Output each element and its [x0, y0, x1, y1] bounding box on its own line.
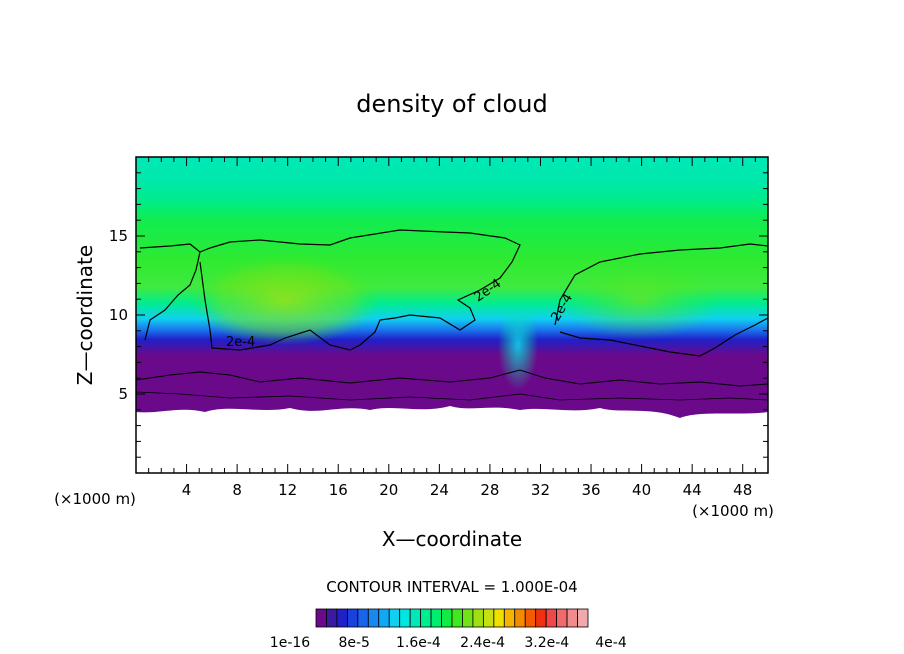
x-tick-label: 28 [480, 481, 499, 499]
colorbar-label: 3.2e-4 [524, 635, 569, 651]
colorbar-swatch [378, 608, 390, 628]
colorbar-swatch [409, 608, 422, 628]
colorbar-label: 1e-16 [270, 635, 310, 651]
x-tick-label: 32 [531, 481, 550, 499]
colorbar-label: 1.6e-4 [396, 635, 441, 651]
colorbar-swatch [545, 608, 558, 628]
colorbar-swatch [556, 608, 568, 628]
contour-label-left: 2e-4 [226, 335, 255, 350]
contour-line-cloud-base-lower [136, 391, 768, 401]
x-tick-label: 36 [581, 481, 600, 499]
x-tick-label: 44 [683, 481, 702, 499]
y-tick-label: 10 [109, 306, 128, 324]
colorbar-swatch [493, 608, 505, 628]
cloud-density-field [136, 157, 768, 418]
colorbar-label: 2.4e-4 [460, 635, 505, 651]
colorbar-swatch [357, 608, 369, 628]
colorbar-swatch [315, 608, 327, 628]
colorbar-swatch [524, 608, 537, 628]
colorbar-label: 8e-5 [338, 635, 369, 651]
x-unit-left: (×1000 m) [54, 490, 136, 508]
colorbar-swatch [336, 608, 348, 628]
contour-line-cloud-base [136, 369, 768, 387]
x-axis-ticks: 4 8 12 16 20 24 28 32 36 40 44 48 [148, 157, 756, 499]
colorbar-swatch [451, 608, 463, 628]
x-tick-label: 4 [182, 481, 192, 499]
x-tick-label: 8 [232, 481, 242, 499]
colorbar-swatch [441, 608, 453, 628]
colorbar-swatch [482, 608, 495, 628]
colorbar-swatch [503, 608, 516, 628]
colorbar-swatch [346, 608, 359, 628]
colorbar [315, 608, 589, 628]
colorbar-swatch [566, 608, 578, 628]
updraft-column [498, 300, 538, 390]
colorbar-swatch [388, 608, 401, 628]
colorbar-labels: 1e-16 8e-5 1.6e-4 2.4e-4 3.2e-4 4e-4 [270, 635, 627, 651]
plot-area [136, 157, 768, 473]
contour-line-right [554, 243, 768, 357]
colorbar-swatch [577, 608, 589, 628]
x-tick-label: 40 [632, 481, 651, 499]
colorbar-swatch [420, 608, 432, 628]
contour-interval-text: CONTOUR INTERVAL = 1.000E-04 [326, 578, 577, 596]
x-tick-label: 12 [278, 481, 297, 499]
colorbar-swatch [472, 608, 484, 628]
x-axis-label: X—coordinate [382, 527, 522, 551]
x-tick-label: 24 [430, 481, 449, 499]
colorbar-swatch [326, 608, 338, 628]
colorbar-swatch [399, 608, 411, 628]
y-axis-ticks: 5 10 15 [109, 172, 768, 458]
y-axis-label: Z—coordinate [73, 245, 97, 385]
colorbar-swatch [462, 608, 474, 628]
y-tick-label: 15 [109, 227, 128, 245]
x-tick-label: 16 [329, 481, 348, 499]
contour-line-left [139, 229, 521, 351]
colorbar-label: 4e-4 [595, 635, 627, 651]
chart-title: density of cloud [356, 90, 547, 118]
colorbar-swatch [367, 608, 380, 628]
y-tick-label: 5 [118, 385, 128, 403]
x-unit-right: (×1000 m) [692, 502, 774, 520]
density-maximum-left [190, 255, 380, 345]
density-maximum-right [560, 260, 720, 340]
colorbar-swatch [514, 608, 526, 628]
x-tick-label: 48 [733, 481, 752, 499]
colorbar-swatch [535, 608, 547, 628]
x-tick-label: 20 [379, 481, 398, 499]
colorbar-swatch [430, 608, 442, 628]
